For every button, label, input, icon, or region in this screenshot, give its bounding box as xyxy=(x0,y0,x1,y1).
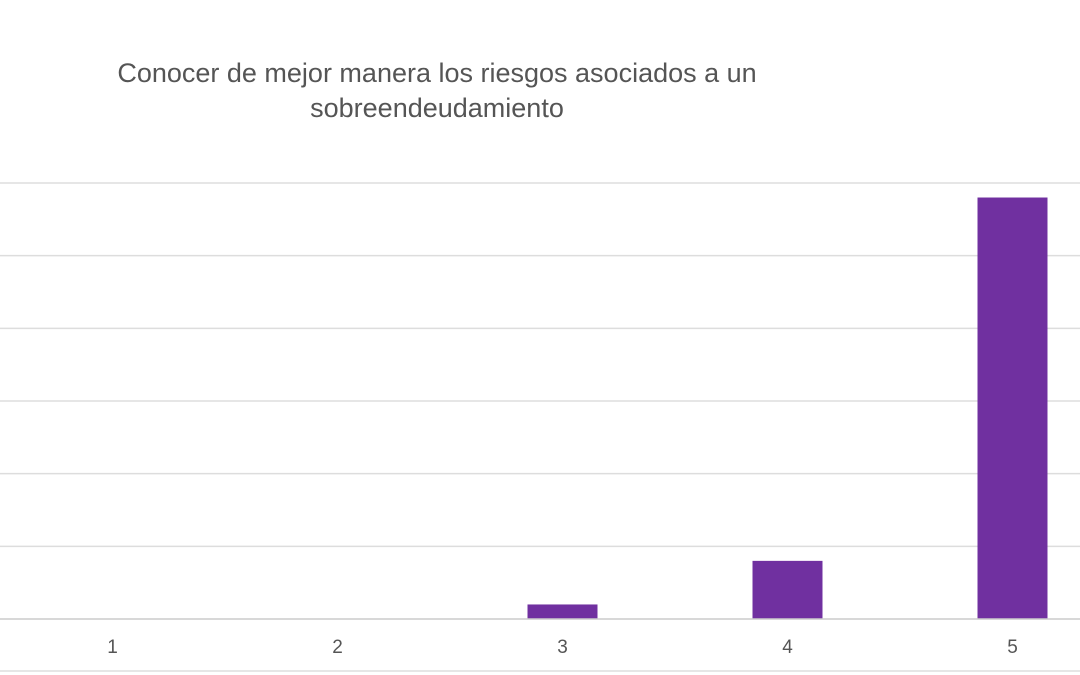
chart-title-line-1: Conocer de mejor manera los riesgos asoc… xyxy=(117,58,756,88)
bar-3 xyxy=(527,604,598,619)
bars xyxy=(527,197,1048,620)
x-tick-labels: 1 2 3 4 5 xyxy=(107,637,1018,658)
x-tick-label-3: 3 xyxy=(557,637,568,658)
bar-4 xyxy=(752,560,823,619)
x-tick-label-1: 1 xyxy=(107,637,118,658)
gridlines xyxy=(0,182,1080,672)
bar-5 xyxy=(977,197,1048,620)
x-tick-label-5: 5 xyxy=(1007,637,1018,658)
x-tick-label-2: 2 xyxy=(332,637,343,658)
chart-title-line-2: sobreendeudamiento xyxy=(310,93,564,123)
x-tick-label-4: 4 xyxy=(782,637,793,658)
